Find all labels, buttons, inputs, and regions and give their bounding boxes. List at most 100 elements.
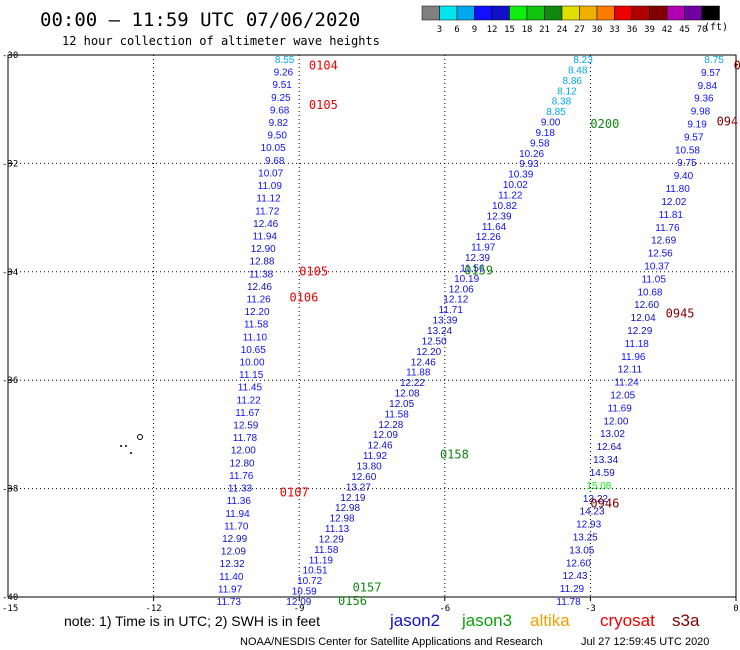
legend-entry-jason2: jason2 (389, 611, 440, 630)
colorbar-tick-label: 3 (437, 25, 442, 35)
track-value-label: 12.02 (661, 197, 686, 208)
track-value-label: 10.05 (261, 143, 286, 154)
colorbar-swatch (631, 5, 650, 21)
track-value-label: 10.07 (258, 168, 283, 179)
track-value-label: 11.15 (239, 370, 264, 381)
plot-frame (7, 54, 737, 598)
colorbar-tick-label: 45 (679, 25, 690, 35)
track-value-label: 12.09 (221, 547, 246, 558)
track-value-label: 11.10 (243, 332, 268, 343)
track-value-label: 9.18 (535, 128, 555, 139)
y-tick-label: -34 (2, 268, 18, 278)
track-value-label: 12.50 (422, 336, 447, 347)
colorbar-tick-label: 18 (522, 25, 533, 35)
track-value-label: 11.70 (224, 521, 249, 532)
track-value-label: 13.02 (600, 429, 625, 440)
track-value-label: 11.80 (665, 184, 690, 195)
colorbar-tick-label: 33 (609, 25, 620, 35)
track-value-label: 11.67 (235, 408, 260, 419)
track-value-label: 9.40 (674, 171, 694, 182)
track-value-label: 11.69 (608, 403, 633, 414)
track-value-label: 11.22 (498, 191, 523, 202)
x-tick-label: -6 (439, 604, 450, 614)
colorbar-swatch (509, 5, 528, 21)
track-value-label: 11.12 (256, 194, 281, 205)
y-tick-label: -36 (2, 376, 18, 386)
track-value-label: 11.88 (406, 368, 431, 379)
track-value-label: 11.97 (218, 584, 243, 595)
track-value-label: 11.94 (225, 509, 250, 520)
track-value-label: 8.85 (546, 107, 566, 118)
track-value-label: 11.81 (659, 210, 684, 221)
track-value-label: 11.78 (556, 597, 581, 608)
time-label: 0105 (309, 98, 338, 112)
track-value-label: 13.22 (583, 494, 608, 505)
track-value-label: 12.12 (443, 295, 468, 306)
colorbar-swatch (701, 5, 720, 21)
track-value-label: 10.51 (303, 566, 328, 577)
track-value-label: 12.32 (220, 559, 245, 570)
track-value-label: 8.86 (563, 76, 583, 87)
track-value-label: 9.93 (519, 159, 539, 170)
track-value-label: 12.06 (449, 284, 474, 295)
track-value-label: 9.26 (274, 68, 294, 79)
colorbar-swatch (596, 5, 615, 21)
track-value-label: 11.97 (471, 243, 496, 254)
colorbar-tick-label: 21 (539, 25, 550, 35)
colorbar-tick-label: 70 (697, 25, 708, 35)
track-value-label: 11.38 (249, 269, 274, 280)
track-value-label: 11.92 (363, 451, 388, 462)
x-tick-label: -9 (294, 604, 305, 614)
track-value-label: 11.58 (314, 545, 339, 556)
y-tick-label: -40 (2, 593, 18, 603)
track-value-label: 12.88 (249, 257, 274, 268)
track-value-label: 12.04 (631, 313, 656, 324)
plot-grid (8, 55, 736, 597)
track-value-label: 10.02 (503, 180, 528, 191)
colorbar-swatch (614, 5, 633, 21)
track-value-label: 12.39 (487, 211, 512, 222)
track-value-label: 11.45 (238, 383, 263, 394)
time-label: 0105 (299, 264, 328, 278)
track-value-label: 10.19 (454, 274, 479, 285)
colorbar-swatch (561, 5, 580, 21)
x-tick-label: -3 (585, 604, 596, 614)
time-label: 0159 (464, 263, 493, 277)
track-value-label: 11.56 (460, 263, 485, 274)
x-tick-label: 0 (733, 604, 738, 614)
track-value-label: 9.98 (691, 107, 711, 118)
track-value-label: 12.99 (222, 534, 247, 545)
track-value-label: 12.08 (395, 389, 420, 400)
track-value-label: 9.68 (270, 105, 290, 116)
track-value-label: 9.84 (698, 81, 718, 92)
chart-title: 00:00 – 11:59 UTC 07/06/2020 (40, 9, 360, 31)
track-value-label: 12.56 (648, 249, 673, 260)
y-tick-label: -32 (2, 159, 18, 169)
chart-subtitle: 12 hour collection of altimeter wave hei… (62, 34, 380, 48)
track-value-label: 11.58 (244, 320, 269, 331)
legend-entry-cryosat: cryosat (600, 611, 655, 630)
track-value-label: 12.20 (416, 347, 441, 358)
track-value-label: 13.24 (427, 326, 452, 337)
track-value-label: 9.51 (272, 80, 292, 91)
track-value-label: 12.98 (335, 503, 360, 514)
track-value-label: 9.00 (541, 118, 561, 129)
time-label: 0157 (353, 580, 382, 594)
track-value-label: 11.22 (237, 395, 262, 406)
time-label: 094 (717, 114, 739, 128)
track-value-label: 11.72 (255, 206, 280, 217)
colorbar-swatch (456, 5, 475, 21)
track-value-label: 10.39 (508, 170, 533, 181)
track-value-label: 9.82 (269, 118, 289, 129)
legend-entry-s3a: s3a (672, 611, 700, 630)
track-value-label: 8.75 (704, 55, 724, 66)
track-value-label: 12.05 (610, 391, 635, 402)
track-value-label: 10.26 (519, 149, 544, 160)
track-value-label: 9.58 (530, 138, 550, 149)
track-value-label: 11.64 (482, 222, 507, 233)
track-value-label: 9.36 (694, 94, 714, 105)
track-value-label: 10.82 (492, 201, 517, 212)
time-labels: 0104 0105 0105 0106 0107 0200 0159 0158 01570156… (280, 59, 740, 608)
time-label: 0945 (666, 307, 695, 321)
